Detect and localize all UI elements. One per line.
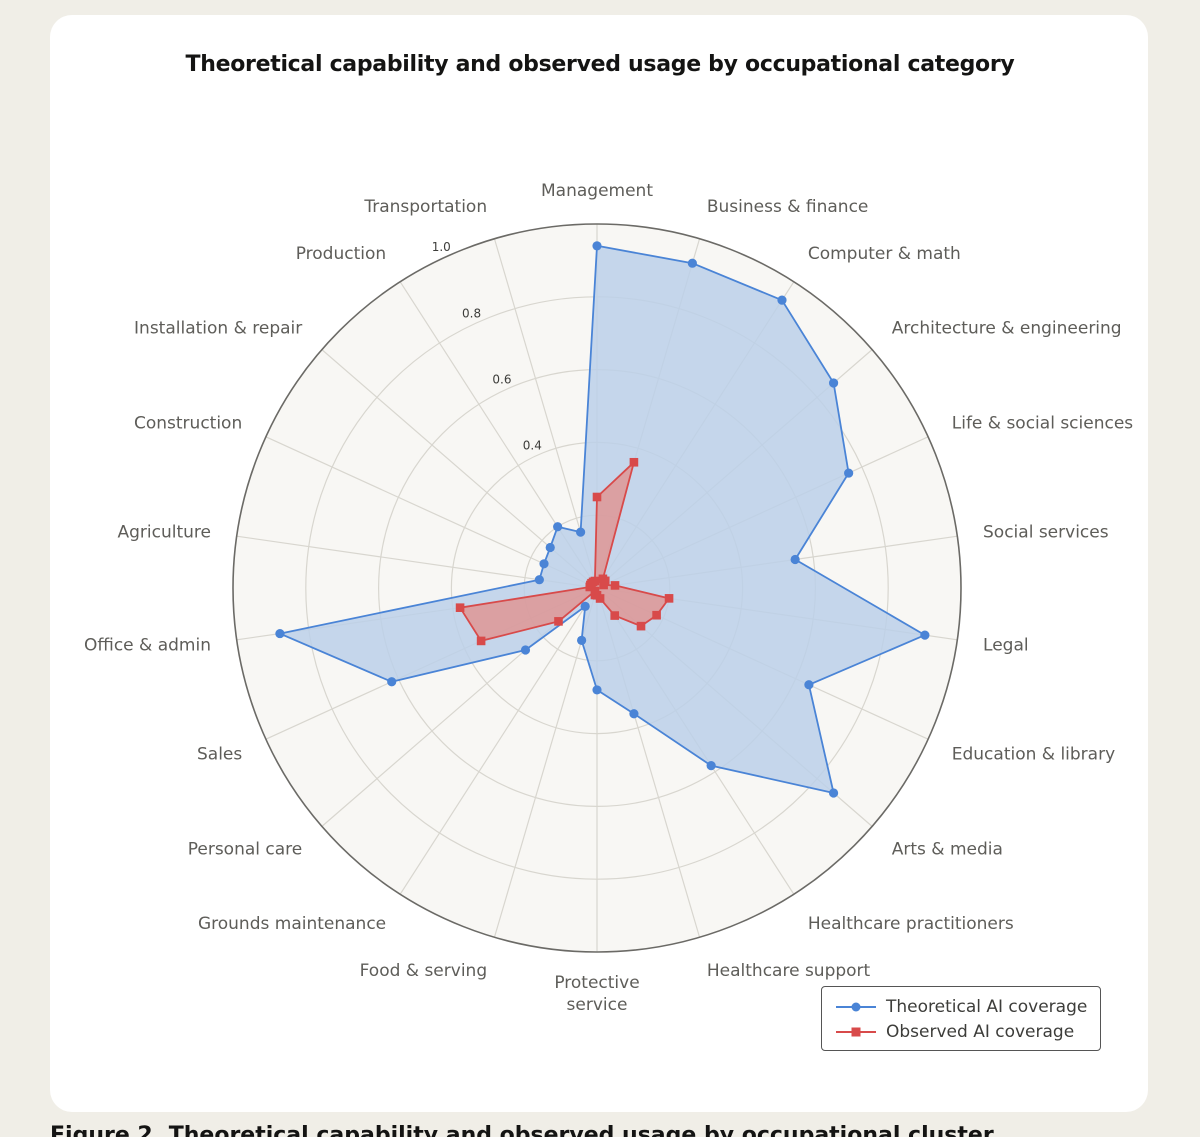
data-point-observed bbox=[592, 492, 602, 502]
data-point-observed bbox=[636, 621, 646, 631]
category-label: Installation & repair bbox=[134, 318, 302, 338]
data-point-theoretical bbox=[575, 527, 586, 537]
radar-spoke bbox=[399, 587, 598, 895]
data-point-theoretical bbox=[777, 295, 787, 305]
category-label: Healthcare practitioners bbox=[808, 914, 1014, 934]
data-point-theoretical bbox=[577, 635, 587, 645]
data-point-theoretical bbox=[828, 378, 839, 388]
data-point-theoretical bbox=[804, 680, 814, 690]
category-label: Computer & math bbox=[808, 244, 961, 264]
data-point-theoretical bbox=[687, 258, 697, 268]
data-point-observed bbox=[590, 576, 600, 586]
category-label: Arts & media bbox=[892, 840, 1003, 860]
data-point-theoretical bbox=[534, 575, 544, 585]
legend-marker-circle-icon bbox=[836, 1002, 876, 1012]
data-point-observed bbox=[554, 617, 563, 626]
data-point-observed bbox=[652, 610, 661, 620]
data-point-theoretical bbox=[553, 522, 563, 532]
chart-title: Theoretical capability and observed usag… bbox=[185, 52, 1015, 77]
category-label: Social services bbox=[983, 522, 1109, 542]
category-label: Food & serving bbox=[360, 961, 487, 981]
data-point-observed bbox=[629, 457, 639, 467]
legend-label-theoretical: Theoretical AI coverage bbox=[886, 997, 1088, 1017]
data-point-theoretical bbox=[844, 468, 854, 478]
data-point-observed bbox=[610, 581, 620, 590]
figure-caption: Figure 2. Theoretical capability and obs… bbox=[50, 1125, 1150, 1137]
data-point-theoretical bbox=[706, 761, 716, 771]
category-label: Personal care bbox=[188, 840, 303, 860]
category-label: Production bbox=[296, 244, 386, 264]
category-label: Architecture & engineering bbox=[892, 318, 1122, 338]
category-label: Agriculture bbox=[117, 522, 211, 542]
data-point-theoretical bbox=[790, 554, 800, 565]
data-point-theoretical bbox=[520, 645, 531, 655]
category-label: Healthcare support bbox=[707, 961, 871, 981]
legend-marker-square-icon bbox=[836, 1027, 876, 1037]
data-point-observed bbox=[664, 594, 674, 603]
data-point-theoretical bbox=[920, 630, 930, 640]
figure-caption-text: Figure 2. Theoretical capability and obs… bbox=[50, 1125, 1150, 1137]
data-point-theoretical bbox=[592, 685, 602, 695]
radar-spoke bbox=[493, 587, 598, 938]
data-point-theoretical bbox=[592, 241, 602, 251]
category-label: Office & admin bbox=[84, 636, 211, 656]
data-point-observed bbox=[599, 580, 608, 590]
radar-outer-ring bbox=[232, 223, 962, 953]
radial-tick-label: 0.8 bbox=[462, 306, 481, 320]
category-label: Sales bbox=[197, 744, 242, 764]
radial-tick-label: 0.6 bbox=[492, 372, 511, 386]
chart-legend: Theoretical AI coverage Observed AI cove… bbox=[821, 986, 1101, 1051]
category-label: Life & social sciences bbox=[952, 414, 1134, 434]
radial-tick-label: 1.0 bbox=[432, 240, 451, 254]
data-point-theoretical bbox=[539, 559, 549, 569]
data-point-observed bbox=[590, 586, 600, 596]
data-point-theoretical bbox=[275, 628, 285, 639]
data-point-observed bbox=[476, 636, 486, 646]
data-point-theoretical bbox=[828, 788, 839, 798]
category-label: Transportation bbox=[363, 197, 487, 217]
radial-tick-label: 0.4 bbox=[523, 439, 542, 453]
data-point-theoretical bbox=[545, 542, 555, 553]
category-label: Management bbox=[541, 181, 653, 201]
category-label: Construction bbox=[134, 414, 242, 434]
legend-label-observed: Observed AI coverage bbox=[886, 1022, 1075, 1042]
data-point-observed bbox=[455, 603, 465, 612]
data-point-observed bbox=[610, 611, 620, 620]
category-label: service bbox=[567, 995, 628, 1015]
category-label: Legal bbox=[983, 636, 1029, 656]
data-point-theoretical bbox=[387, 677, 397, 687]
legend-item-theoretical: Theoretical AI coverage bbox=[834, 995, 1087, 1019]
data-point-theoretical bbox=[580, 601, 590, 611]
legend-item-observed: Observed AI coverage bbox=[834, 1020, 1074, 1044]
category-label: Education & library bbox=[952, 744, 1115, 764]
data-point-theoretical bbox=[629, 709, 639, 719]
category-label: Business & finance bbox=[707, 197, 869, 217]
category-label: Protective bbox=[554, 973, 639, 993]
category-label: Grounds maintenance bbox=[198, 914, 386, 934]
